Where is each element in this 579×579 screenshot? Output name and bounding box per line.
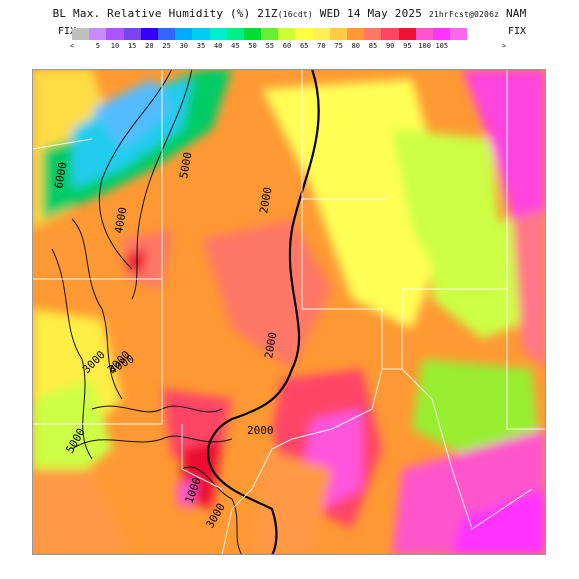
scale-swatch bbox=[89, 28, 107, 40]
scale-tick-label: 45 bbox=[231, 42, 240, 50]
state-borders bbox=[32, 69, 546, 555]
contour-label: 2000 bbox=[262, 331, 279, 359]
scale-swatch bbox=[364, 28, 382, 40]
scale-swatch bbox=[106, 28, 124, 40]
scale-swatch bbox=[123, 28, 141, 40]
scale-tick-label: 25 bbox=[162, 42, 171, 50]
fix-left-label: FIX bbox=[58, 26, 77, 37]
scale-left-arrow: < bbox=[69, 42, 75, 50]
scale-tick-label: 80 bbox=[351, 42, 361, 50]
contour-label: 4000 bbox=[112, 206, 129, 234]
scale-swatch bbox=[278, 28, 296, 40]
scale-tick-label: 90 bbox=[385, 42, 395, 50]
scale-tick-label: 50 bbox=[248, 42, 257, 50]
scale-swatch bbox=[209, 28, 227, 40]
color-scale-bar bbox=[72, 28, 468, 40]
scale-tick-label: 10 bbox=[110, 42, 120, 50]
scale-swatch bbox=[226, 28, 244, 40]
scale-tick-label: 55 bbox=[265, 42, 275, 50]
title-model: NAM bbox=[505, 7, 527, 20]
scale-tick-label: 40 bbox=[213, 42, 223, 50]
scale-swatch bbox=[450, 28, 468, 40]
title-local-time: (16cdt) bbox=[277, 10, 313, 19]
scale-swatch bbox=[415, 28, 433, 40]
scale-tick-label: 5 bbox=[95, 42, 100, 50]
scale-swatch bbox=[381, 28, 399, 40]
scale-tick-label: 20 bbox=[145, 42, 154, 50]
scale-swatch bbox=[398, 28, 416, 40]
contour-2000-line bbox=[207, 69, 320, 555]
scale-swatch bbox=[261, 28, 279, 40]
humidity-fill bbox=[32, 69, 546, 555]
scale-swatch bbox=[432, 28, 451, 40]
scale-tick-label: 35 bbox=[196, 42, 206, 50]
contour-label: 2000 bbox=[247, 424, 274, 437]
humidity-map: 6000 5000 4000 3000 3000 2000 2000 2000 … bbox=[32, 69, 546, 555]
map-frame bbox=[32, 69, 546, 555]
scale-swatch bbox=[243, 28, 262, 40]
scale-swatch bbox=[192, 28, 210, 40]
map-title: BL Max. Relative Humidity (%) 21Z(16cdt)… bbox=[0, 7, 579, 20]
scale-tick-label: 75 bbox=[334, 42, 343, 50]
contour-label: 5000 bbox=[177, 151, 194, 179]
contour-label: 6000 bbox=[52, 161, 69, 189]
scale-swatch bbox=[72, 28, 90, 40]
terrain-contours bbox=[51, 69, 243, 555]
scale-tick-label: 15 bbox=[127, 42, 137, 50]
scale-swatch bbox=[175, 28, 193, 40]
scale-swatch bbox=[329, 28, 347, 40]
fix-right-label: FIX bbox=[508, 26, 527, 37]
scale-swatch bbox=[157, 28, 176, 40]
title-date: WED 14 May 2025 bbox=[319, 7, 423, 20]
scale-tick-label: 95 bbox=[403, 42, 412, 50]
scale-tick-label: 85 bbox=[368, 42, 378, 50]
scale-swatch bbox=[312, 28, 330, 40]
color-scale-ticks: < > 5 10 15 20 25 30 35 40 45 50 55 60 65 70 75 80 85 90 9… bbox=[69, 42, 506, 52]
title-run: 21hrFcst@0206z bbox=[428, 10, 500, 19]
scale-tick-label: 65 bbox=[299, 42, 309, 50]
scale-tick-label: 70 bbox=[317, 42, 326, 50]
scale-swatch bbox=[140, 28, 158, 40]
scale-tick-label: 30 bbox=[179, 42, 189, 50]
contour-label: 2000 bbox=[257, 186, 274, 214]
scale-tick-label: 100 bbox=[418, 42, 431, 50]
scale-swatch bbox=[347, 28, 365, 40]
scale-tick-label: 60 bbox=[282, 42, 292, 50]
scale-tick-label: 105 bbox=[435, 42, 449, 50]
scale-right-arrow: > bbox=[501, 42, 507, 50]
scale-swatch bbox=[295, 28, 313, 40]
title-main: BL Max. Relative Humidity (%) 21Z bbox=[52, 7, 278, 20]
